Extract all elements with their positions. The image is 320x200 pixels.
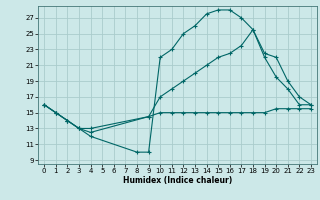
X-axis label: Humidex (Indice chaleur): Humidex (Indice chaleur) [123, 176, 232, 185]
